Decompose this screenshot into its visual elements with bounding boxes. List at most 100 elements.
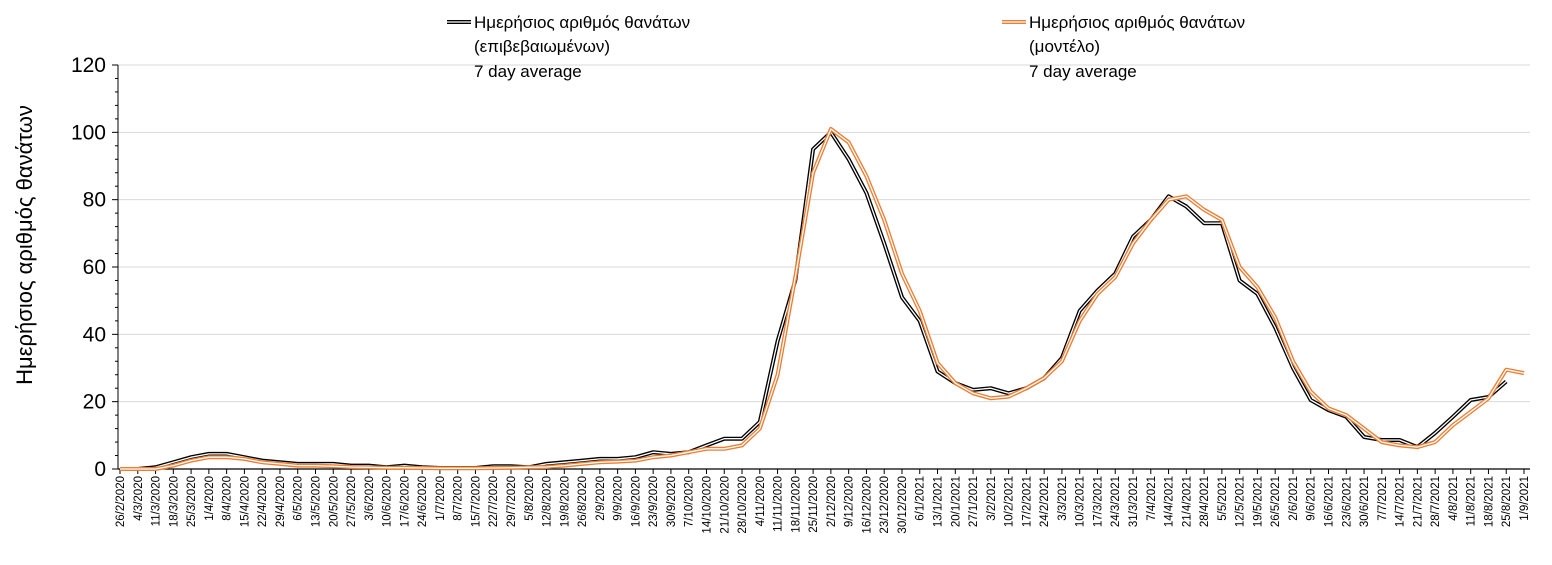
x-tick-label: 29/7/2020 [506, 476, 518, 527]
x-tick-label: 12/8/2020 [542, 476, 554, 527]
x-tick-label: 7/10/2020 [684, 476, 696, 527]
x-tick-label: 21/10/2020 [719, 476, 731, 534]
series-model [120, 129, 1524, 469]
x-tick-label: 2/12/2020 [826, 476, 838, 527]
y-tick-label: 20 [83, 391, 106, 414]
x-tick-label: 16/12/2020 [861, 476, 873, 534]
x-tick-label: 16/9/2020 [630, 476, 642, 527]
x-tick-label: 11/3/2020 [151, 476, 163, 526]
y-tick-label: 100 [71, 121, 106, 144]
x-tick-label: 10/2/2021 [1004, 476, 1016, 527]
x-tick-label: 12/5/2021 [1235, 476, 1247, 527]
x-tick-label: 25/8/2021 [1501, 476, 1513, 527]
x-tick-label: 17/2/2021 [1021, 476, 1033, 527]
x-tick-label: 20/5/2020 [328, 476, 340, 527]
x-tick-label: 21/4/2021 [1181, 476, 1193, 527]
x-tick-label: 27/5/2020 [346, 476, 358, 527]
x-tick-label: 17/3/2021 [1092, 476, 1104, 527]
x-tick-label: 28/10/2020 [737, 476, 749, 534]
legend-label-confirmed-line1: Ημερήσιος αριθμός θανάτων [474, 13, 690, 32]
series-lines [120, 129, 1524, 469]
x-tick-label: 26/5/2021 [1270, 476, 1282, 527]
y-tick-label: 60 [83, 256, 106, 279]
x-tick-label: 30/6/2021 [1359, 476, 1371, 527]
legend: Ημερήσιος αριθμός θανάτων (επιβεβαιωμένω… [447, 13, 1245, 81]
x-tick-label: 24/2/2021 [1039, 476, 1051, 527]
x-tick-label: 22/4/2020 [257, 476, 269, 527]
x-tick-label: 14/7/2021 [1395, 476, 1407, 527]
x-tick-label: 24/6/2020 [417, 476, 429, 527]
legend-label-model-line1: Ημερήσιος αριθμός θανάτων [1029, 13, 1245, 32]
legend-label-model-line3: 7 day average [1029, 62, 1137, 81]
legend-item-model: Ημερήσιος αριθμός θανάτων (μοντέλο) 7 da… [1002, 13, 1245, 81]
legend-label-confirmed-line2: (επιβεβαιωμένων) [474, 37, 610, 56]
x-tick-label: 25/3/2020 [186, 476, 198, 527]
x-tick-label: 30/12/2020 [897, 476, 909, 534]
x-tick-label: 19/5/2021 [1252, 476, 1264, 527]
x-tick-label: 6/5/2020 [293, 476, 305, 521]
x-tick-label: 14/4/2021 [1164, 476, 1176, 527]
x-tick-label: 15/7/2020 [470, 476, 482, 527]
series-line-inner [120, 129, 1524, 469]
x-tick-label: 9/6/2021 [1306, 476, 1318, 521]
x-tick-label: 7/7/2021 [1377, 476, 1389, 521]
x-tick-label: 23/6/2021 [1341, 476, 1353, 527]
legend-label-confirmed-line3: 7 day average [474, 62, 582, 81]
y-axis-label: Ημερήσιος αριθμός θανάτων [12, 105, 37, 385]
x-tick-label: 14/10/2020 [701, 476, 713, 534]
x-tick-label: 2/6/2021 [1288, 476, 1300, 521]
x-tick-label: 11/8/2021 [1466, 476, 1478, 526]
x-tick-label: 30/9/2020 [666, 476, 678, 527]
x-tick-label: 1/9/2021 [1519, 476, 1531, 521]
y-tick-label: 80 [83, 189, 106, 212]
x-tick-label: 6/1/2021 [915, 476, 927, 521]
x-tick-label: 4/11/2020 [755, 476, 767, 526]
x-tick-label: 27/1/2021 [968, 476, 980, 527]
x-tick-label: 26/8/2020 [577, 476, 589, 527]
x-tick-label: 3/3/2021 [1057, 476, 1069, 521]
x-tick-label: 10/6/2020 [382, 476, 394, 527]
x-tick-label: 2/9/2020 [595, 476, 607, 521]
x-tick-label: 13/1/2021 [933, 476, 945, 527]
x-tick-label: 16/6/2021 [1324, 476, 1336, 527]
x-tick-label: 3/2/2021 [986, 476, 998, 521]
x-tick-label: 15/4/2020 [239, 476, 251, 527]
x-tick-label: 22/7/2020 [488, 476, 500, 527]
x-tick-label: 8/4/2020 [222, 476, 234, 521]
x-tick-label: 21/7/2021 [1412, 476, 1424, 527]
x-tick-label: 29/4/2020 [275, 476, 287, 527]
x-tick-label: 9/9/2020 [613, 476, 625, 521]
x-tick-label: 28/4/2021 [1199, 476, 1211, 527]
gridlines [118, 65, 1530, 402]
x-tick-label: 5/8/2020 [524, 476, 536, 521]
x-tick-label: 18/11/2020 [790, 476, 802, 533]
x-tick-label: 26/2/2020 [115, 476, 127, 527]
x-tick-label: 9/12/2020 [844, 476, 856, 527]
x-tick-label: 24/3/2021 [1110, 476, 1122, 527]
x-axis-ticks: 26/2/2020 4/3/2020 11/3/2020 18/3/2020 25/3/… [115, 469, 1531, 534]
x-tick-label: 5/5/2021 [1217, 476, 1229, 521]
x-tick-label: 1/7/2020 [435, 476, 447, 521]
x-tick-label: 23/12/2020 [879, 476, 891, 534]
x-tick-label: 20/1/2021 [950, 476, 962, 527]
x-tick-label: 13/5/2020 [310, 476, 322, 527]
series-line-outline [120, 129, 1524, 469]
x-tick-label: 18/8/2021 [1483, 476, 1495, 527]
legend-label-model-line2: (μοντέλο) [1029, 37, 1100, 56]
x-tick-label: 10/3/2021 [1075, 476, 1087, 527]
legend-item-confirmed: Ημερήσιος αριθμός θανάτων (επιβεβαιωμένω… [447, 13, 690, 81]
x-tick-label: 4/8/2021 [1448, 476, 1460, 521]
x-tick-label: 18/3/2020 [168, 476, 180, 527]
x-tick-label: 7/4/2021 [1146, 476, 1158, 521]
x-tick-label: 25/11/2020 [808, 476, 820, 533]
y-tick-label: 120 [71, 54, 106, 77]
x-tick-label: 8/7/2020 [453, 476, 465, 521]
x-tick-label: 23/9/2020 [648, 476, 660, 527]
x-tick-label: 28/7/2021 [1430, 476, 1442, 527]
y-tick-label: 40 [83, 323, 106, 346]
x-tick-label: 4/3/2020 [133, 476, 145, 521]
x-tick-label: 17/6/2020 [399, 476, 411, 527]
x-tick-label: 11/11/2020 [773, 476, 785, 532]
